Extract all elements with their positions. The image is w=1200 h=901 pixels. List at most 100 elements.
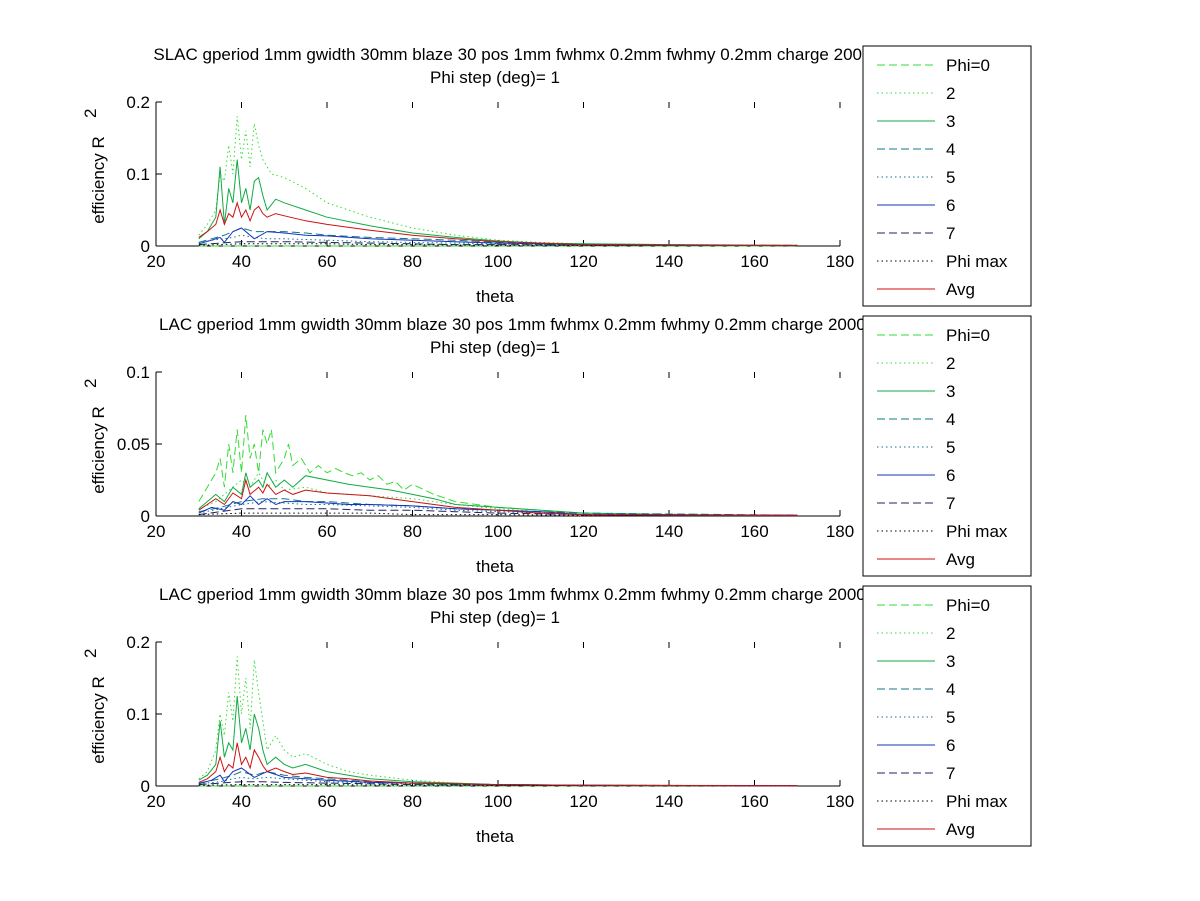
y-tick-label: 0 (141, 507, 150, 526)
x-tick-label: 100 (484, 792, 512, 811)
x-tick-label: 160 (740, 522, 768, 541)
y-axis-label: efficiency R (89, 406, 108, 494)
series-line-9 (198, 201, 798, 247)
chart-3: LAC gperiod 1mm gwidth 30mm blaze 30 pos… (81, 585, 1032, 847)
legend-label: 2 (946, 354, 955, 373)
legend-label: Phi=0 (946, 596, 990, 615)
x-tick-label: 140 (655, 252, 683, 271)
x-tick-label: 180 (826, 792, 854, 811)
legend-label: Phi=0 (946, 326, 990, 345)
series-line-8 (198, 512, 798, 517)
legend: Phi=0 2 3 4 5 6 7 Phi max Avg (862, 45, 1032, 307)
x-axis-label: theta (476, 827, 514, 846)
legend-label: 2 (946, 84, 955, 103)
y-tick-label: 0 (141, 777, 150, 796)
x-tick-label: 80 (403, 792, 422, 811)
chart-title: LAC gperiod 1mm gwidth 30mm blaze 30 pos… (159, 315, 931, 334)
x-tick-label: 100 (484, 522, 512, 541)
chart-1: SLAC gperiod 1mm gwidth 30mm blaze 30 po… (81, 45, 1032, 307)
series-line-6 (198, 227, 798, 247)
x-tick-label: 80 (403, 252, 422, 271)
y-axis-label-group: efficiency R 2 (81, 649, 108, 764)
legend-label: Phi max (946, 522, 1008, 541)
legend-label: 6 (946, 466, 955, 485)
series-line-3 (198, 471, 798, 516)
x-tick-label: 120 (569, 792, 597, 811)
legend-label: 5 (946, 708, 955, 727)
x-tick-label: 180 (826, 522, 854, 541)
series-line-7 (198, 241, 798, 247)
legend-label: 3 (946, 112, 955, 131)
x-tick-label: 20 (147, 252, 166, 271)
legend-label: 3 (946, 652, 955, 671)
y-tick-label: 0.2 (126, 93, 150, 112)
chart-2: LAC gperiod 1mm gwidth 30mm blaze 30 pos… (81, 315, 1032, 577)
legend-label: 6 (946, 736, 955, 755)
chart-title: LAC gperiod 1mm gwidth 30mm blaze 30 pos… (159, 585, 931, 604)
y-axis-label: efficiency R (89, 676, 108, 764)
x-tick-label: 40 (232, 252, 251, 271)
legend-label: 7 (946, 224, 955, 243)
y-tick-label: 0.2 (126, 633, 150, 652)
x-tick-label: 40 (232, 522, 251, 541)
x-tick-label: 80 (403, 522, 422, 541)
legend-box (862, 45, 1032, 307)
legend-label: 5 (946, 438, 955, 457)
chart-subtitle: Phi step (deg)= 1 (430, 608, 560, 627)
series-line-2 (198, 656, 798, 787)
y-axis-label: efficiency R (89, 136, 108, 224)
x-axis-label: theta (476, 557, 514, 576)
y-axis-label-superscript: 2 (81, 109, 100, 118)
legend-box (862, 315, 1032, 577)
x-tick-label: 20 (147, 522, 166, 541)
x-tick-label: 180 (826, 252, 854, 271)
x-axis-label: theta (476, 287, 514, 306)
y-axis-label-superscript: 2 (81, 379, 100, 388)
legend-label: 7 (946, 494, 955, 513)
x-tick-label: 100 (484, 252, 512, 271)
legend-label: 5 (946, 168, 955, 187)
x-tick-label: 20 (147, 792, 166, 811)
chart-subtitle: Phi step (deg)= 1 (430, 338, 560, 357)
x-tick-label: 60 (318, 252, 337, 271)
series-line-9 (198, 478, 798, 517)
series-line-1 (198, 415, 798, 516)
legend-label: 3 (946, 382, 955, 401)
x-tick-label: 120 (569, 252, 597, 271)
legend-label: Avg (946, 550, 975, 569)
y-tick-label: 0.05 (117, 435, 150, 454)
legend-label: 2 (946, 624, 955, 643)
legend-label: Avg (946, 280, 975, 299)
legend-label: 7 (946, 764, 955, 783)
legend-box (862, 585, 1032, 847)
legend-label: Phi max (946, 252, 1008, 271)
chart-subtitle: Phi step (deg)= 1 (430, 68, 560, 87)
legend: Phi=0 2 3 4 5 6 7 Phi max Avg (862, 585, 1032, 847)
x-tick-label: 140 (655, 522, 683, 541)
series-line-9 (198, 742, 798, 787)
y-tick-label: 0 (141, 237, 150, 256)
x-tick-label: 40 (232, 792, 251, 811)
y-axis-label-superscript: 2 (81, 649, 100, 658)
y-tick-label: 0.1 (126, 165, 150, 184)
y-axis-label-group: efficiency R 2 (81, 109, 108, 224)
x-tick-label: 60 (318, 522, 337, 541)
series-line-3 (198, 695, 798, 787)
legend: Phi=0 2 3 4 5 6 7 Phi max Avg (862, 315, 1032, 577)
series-line-3 (198, 159, 798, 246)
y-tick-label: 0.1 (126, 705, 150, 724)
legend-label: Avg (946, 820, 975, 839)
x-tick-label: 160 (740, 252, 768, 271)
series-line-2 (198, 116, 798, 246)
legend-label: 4 (946, 680, 955, 699)
x-tick-label: 160 (740, 792, 768, 811)
series-line-7 (198, 781, 798, 787)
legend-label: 4 (946, 140, 955, 159)
y-axis-label-group: efficiency R 2 (81, 379, 108, 494)
x-tick-label: 140 (655, 792, 683, 811)
x-tick-label: 120 (569, 522, 597, 541)
x-tick-label: 60 (318, 792, 337, 811)
legend-label: 4 (946, 410, 955, 429)
y-tick-label: 0.1 (126, 363, 150, 382)
